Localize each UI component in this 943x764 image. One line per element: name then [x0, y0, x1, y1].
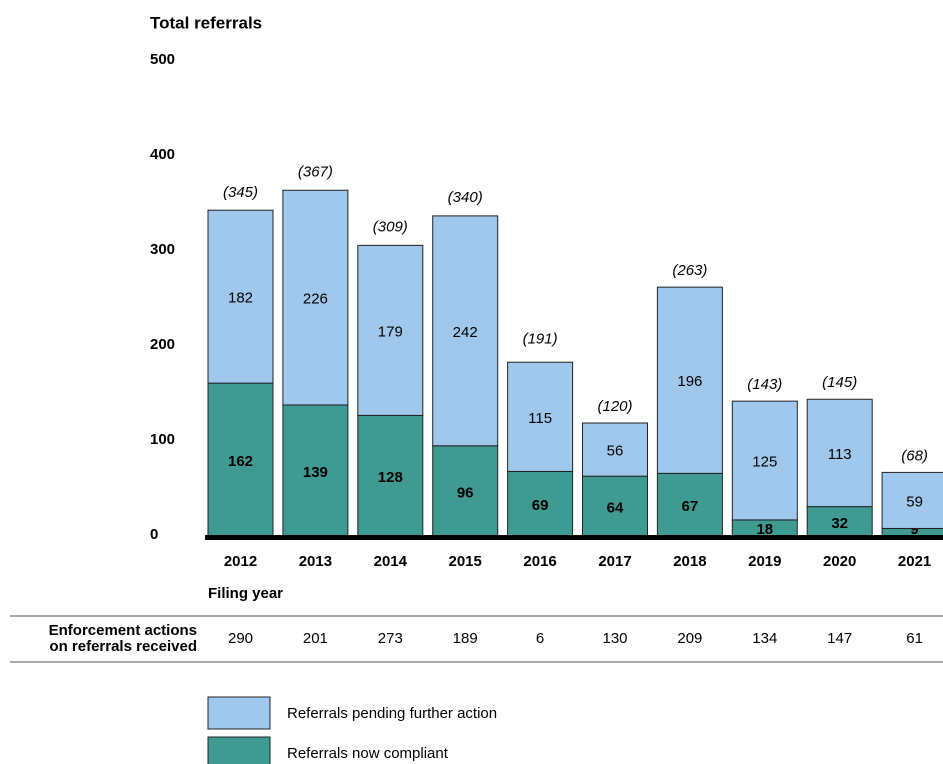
- x-tick-label: 2014: [374, 553, 408, 570]
- table-label: Enforcement actions: [49, 622, 197, 639]
- x-tick-label: 2018: [673, 553, 706, 570]
- value-label: 9: [910, 521, 918, 538]
- value-label: 115: [528, 410, 552, 427]
- value-label: 196: [677, 373, 702, 390]
- value-label: 162: [228, 453, 253, 470]
- value-label: 226: [303, 291, 328, 308]
- x-axis-title: Filing year: [208, 585, 283, 602]
- table-value: 147: [827, 630, 852, 647]
- x-tick-label: 2019: [748, 553, 781, 570]
- y-tick-label: 0: [150, 526, 158, 543]
- bar-segment: [881, 471, 943, 529]
- table-value: 209: [677, 630, 702, 647]
- total-label: (191): [523, 331, 558, 348]
- bar-segment: [806, 398, 873, 508]
- legend-swatch: [207, 696, 271, 730]
- bar-segment: [357, 244, 424, 416]
- bar-segment: [507, 361, 574, 472]
- total-label: (68): [901, 447, 928, 464]
- x-tick-label: 2017: [598, 553, 631, 570]
- value-label: 113: [828, 446, 852, 463]
- value-label: 67: [682, 498, 699, 515]
- value-label: 139: [303, 464, 328, 481]
- value-label: 69: [532, 497, 549, 514]
- bar-segment: [207, 209, 274, 384]
- y-tick-label: 300: [150, 241, 175, 258]
- chart-title: Total referrals: [150, 13, 262, 32]
- legend-label: Referrals pending further action: [287, 705, 497, 722]
- baseline: [205, 535, 943, 540]
- bar-segment: [731, 400, 798, 521]
- legend-swatch: [207, 736, 271, 764]
- value-label: 56: [607, 443, 624, 460]
- legend-label: Referrals now compliant: [287, 745, 449, 762]
- x-tick-label: 2012: [224, 553, 257, 570]
- table-value: 130: [602, 630, 627, 647]
- value-label: 64: [607, 500, 624, 517]
- y-tick-label: 500: [150, 51, 175, 68]
- x-tick-label: 2013: [299, 553, 332, 570]
- bar-segment: [806, 506, 873, 538]
- value-label: 32: [831, 515, 848, 532]
- table-label: on referrals received: [49, 638, 197, 655]
- y-tick-label: 200: [150, 336, 175, 353]
- table-value: 189: [453, 630, 478, 647]
- value-label: 96: [457, 484, 474, 501]
- x-tick-label: 2020: [823, 553, 856, 570]
- total-label: (143): [747, 376, 782, 393]
- total-label: (120): [597, 398, 632, 415]
- bar-segment: [432, 215, 499, 447]
- value-label: 125: [752, 453, 777, 470]
- bar-segment: [207, 382, 274, 538]
- total-label: (309): [373, 218, 408, 235]
- x-tick-label: 2021: [898, 553, 931, 570]
- value-label: 182: [228, 290, 253, 307]
- total-label: (145): [822, 374, 857, 391]
- x-tick-label: 2015: [449, 553, 482, 570]
- bar-segment: [582, 475, 648, 538]
- table-value: 290: [228, 630, 253, 647]
- total-label: (340): [448, 189, 483, 206]
- total-label: (367): [298, 163, 333, 180]
- bar-segment: [656, 286, 723, 474]
- table-value: 134: [752, 630, 777, 647]
- total-label: (345): [223, 184, 258, 201]
- x-tick-label: 2016: [523, 553, 556, 570]
- table-value: 6: [536, 630, 544, 647]
- table-value: 273: [378, 630, 403, 647]
- table-value: 201: [303, 630, 328, 647]
- y-tick-label: 400: [150, 146, 175, 163]
- value-label: 18: [756, 521, 773, 538]
- total-label: (263): [672, 262, 707, 279]
- value-label: 242: [453, 324, 478, 341]
- value-label: 128: [378, 469, 403, 486]
- bar-segment: [357, 414, 424, 538]
- y-tick-label: 100: [150, 431, 175, 448]
- table-value: 61: [906, 630, 923, 647]
- bar-segment: [582, 422, 648, 477]
- value-label: 179: [378, 323, 403, 340]
- bar-segment: [282, 189, 349, 406]
- value-label: 59: [906, 493, 923, 510]
